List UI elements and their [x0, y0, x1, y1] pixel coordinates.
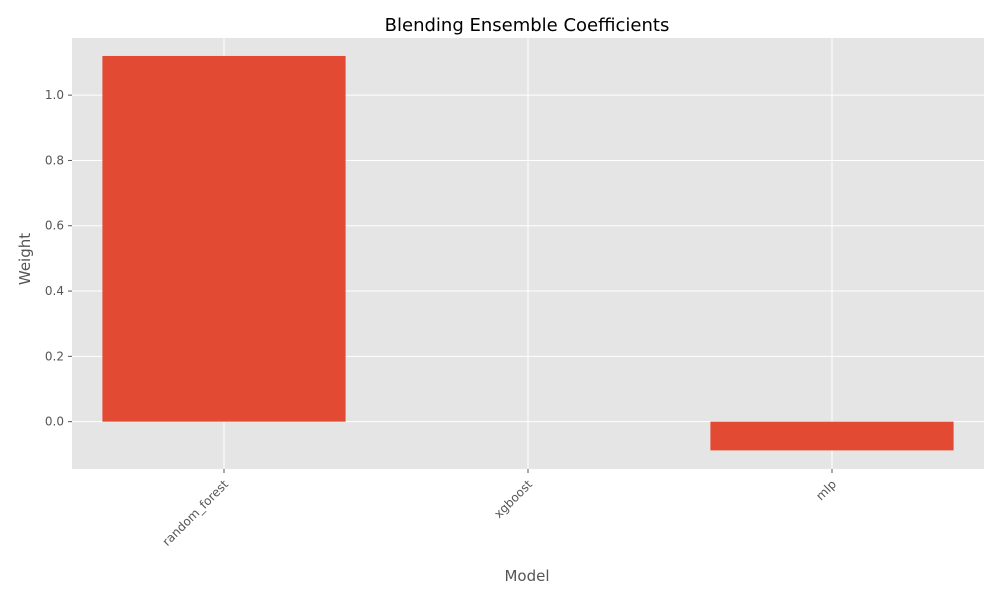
y-tick-label: 0.2: [45, 349, 64, 363]
chart-title: Blending Ensemble Coefficients: [385, 15, 670, 36]
y-tick-label: 0.8: [45, 153, 64, 167]
x-tick-label: xgboost: [491, 477, 535, 521]
y-tick-label: 0.6: [45, 219, 64, 233]
y-axis-label: Weight: [16, 233, 34, 285]
bars: [102, 55, 954, 451]
y-axis-ticks: 0.0 0.2 0.4 0.6 0.8 1.0: [45, 88, 72, 429]
bar-random-forest: [102, 55, 346, 422]
x-axis-ticks: random_forest xgboost mlp: [160, 469, 839, 549]
x-tick-label: random_forest: [160, 477, 232, 549]
bar-mlp: [710, 421, 954, 451]
y-tick-label: 1.0: [45, 88, 64, 102]
x-tick-label: mlp: [813, 477, 839, 503]
y-tick-label: 0.4: [45, 284, 64, 298]
x-axis-label: Model: [504, 567, 549, 585]
y-tick-label: 0.0: [45, 415, 64, 429]
